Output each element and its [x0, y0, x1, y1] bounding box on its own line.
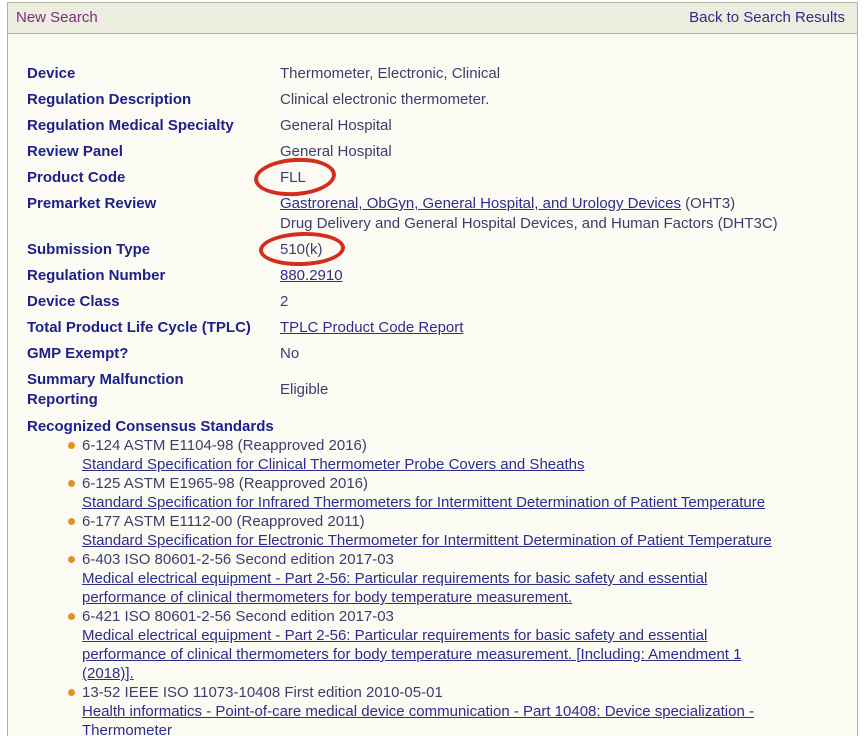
row-label: Device: [27, 65, 76, 82]
bullet-icon: [68, 613, 75, 620]
standard-item: 6-421 ISO 80601-2-56 Second edition 2017…: [68, 607, 837, 683]
standard-item: 6-125 ASTM E1965-98 (Reapproved 2016) St…: [68, 474, 837, 512]
row-label: Review Panel: [27, 143, 123, 160]
premarket-review-line-2: Drug Delivery and General Hospital Devic…: [280, 215, 778, 232]
regulation-description-value: Clinical electronic thermometer.: [280, 91, 490, 108]
standard-code: 6-124 ASTM E1104-98 (Reapproved 2016): [82, 437, 367, 454]
standard-code: 6-177 ASTM E1112-00 (Reapproved 2011): [82, 513, 365, 530]
back-to-search-results-link[interactable]: Back to Search Results: [689, 9, 845, 26]
row-label: Total Product Life Cycle (TPLC): [27, 319, 251, 336]
product-code-value: FLL: [280, 169, 306, 186]
row-regulation-medical-specialty: Regulation Medical Specialty General Hos…: [27, 113, 837, 139]
device-class-value: 2: [280, 293, 289, 310]
navigation-bar: New Search Back to Search Results: [8, 3, 857, 34]
standard-title-link[interactable]: Health informatics - Point-of-care medic…: [82, 703, 754, 736]
row-label: GMP Exempt?: [27, 345, 129, 362]
row-submission-type: Submission Type 510(k): [27, 230, 837, 268]
recognized-consensus-standards-heading: Recognized Consensus Standards: [27, 418, 274, 435]
row-label: Device Class: [27, 293, 120, 310]
new-search-link[interactable]: New Search: [16, 9, 98, 26]
classification-details: Device Thermometer, Electronic, Clinical…: [8, 34, 857, 736]
row-summary-malfunction-reporting: Summary Malfunction Reporting Eligible: [27, 367, 837, 413]
bullet-icon: [68, 556, 75, 563]
standard-item: 6-124 ASTM E1104-98 (Reapproved 2016) St…: [68, 436, 837, 474]
page-frame: New Search Back to Search Results Device…: [7, 2, 858, 736]
gmp-exempt-value: No: [280, 345, 300, 362]
standard-code: 6-125 ASTM E1965-98 (Reapproved 2016): [82, 475, 369, 492]
row-label: Regulation Number: [27, 267, 166, 284]
row-product-code: Product Code FLL: [27, 155, 837, 199]
standard-code: 13-52 IEEE ISO 11073-10408 First edition…: [82, 684, 443, 701]
row-device-class: Device Class 2: [27, 289, 837, 315]
summary-malfunction-reporting-value: Eligible: [280, 381, 329, 398]
row-device: Device Thermometer, Electronic, Clinical: [27, 61, 837, 87]
review-panel-value: General Hospital: [280, 143, 392, 160]
premarket-review-office-code: (OHT3): [681, 195, 736, 212]
row-label: Submission Type: [27, 241, 151, 258]
premarket-review-office-link[interactable]: Gastrorenal, ObGyn, General Hospital, an…: [280, 195, 682, 212]
standards-list: 6-124 ASTM E1104-98 (Reapproved 2016) St…: [68, 436, 837, 736]
standard-item: 13-52 IEEE ISO 11073-10408 First edition…: [68, 683, 837, 736]
row-label: Regulation Medical Specialty: [27, 117, 234, 134]
standard-item: 6-403 ISO 80601-2-56 Second edition 2017…: [68, 550, 837, 607]
standard-title-link[interactable]: Medical electrical equipment - Part 2-56…: [82, 570, 708, 606]
row-label: Summary Malfunction Reporting: [27, 371, 184, 408]
row-premarket-review: Premarket Review Gastrorenal, ObGyn, Gen…: [27, 191, 837, 237]
standard-title-link[interactable]: Standard Specification for Infrared Ther…: [82, 494, 766, 511]
row-review-panel: Review Panel General Hospital: [27, 139, 837, 165]
tplc-product-code-report-link[interactable]: TPLC Product Code Report: [280, 319, 464, 336]
standard-code: 6-421 ISO 80601-2-56 Second edition 2017…: [82, 608, 394, 625]
premarket-review-line-1: Gastrorenal, ObGyn, General Hospital, an…: [280, 194, 778, 214]
row-label: Premarket Review: [27, 195, 157, 212]
standard-item: 6-177 ASTM E1112-00 (Reapproved 2011) St…: [68, 512, 837, 550]
bullet-icon: [68, 518, 75, 525]
standard-title-link[interactable]: Medical electrical equipment - Part 2-56…: [82, 627, 742, 682]
bullet-icon: [68, 480, 75, 487]
row-regulation-number: Regulation Number 880.2910: [27, 263, 837, 289]
row-regulation-description: Regulation Description Clinical electron…: [27, 87, 837, 113]
row-label: Regulation Description: [27, 91, 192, 108]
submission-type-value: 510(k): [280, 241, 323, 258]
bullet-icon: [68, 442, 75, 449]
standard-title-link[interactable]: Standard Specification for Clinical Ther…: [82, 456, 585, 473]
row-gmp-exempt: GMP Exempt? No: [27, 341, 837, 367]
regulation-medical-specialty-value: General Hospital: [280, 117, 392, 134]
row-label: Product Code: [27, 169, 126, 186]
bullet-icon: [68, 689, 75, 696]
regulation-number-link[interactable]: 880.2910: [280, 267, 343, 284]
standard-code: 6-403 ISO 80601-2-56 Second edition 2017…: [82, 551, 394, 568]
device-value: Thermometer, Electronic, Clinical: [280, 65, 501, 82]
row-tplc: Total Product Life Cycle (TPLC) TPLC Pro…: [27, 315, 837, 341]
standard-title-link[interactable]: Standard Specification for Electronic Th…: [82, 532, 772, 549]
